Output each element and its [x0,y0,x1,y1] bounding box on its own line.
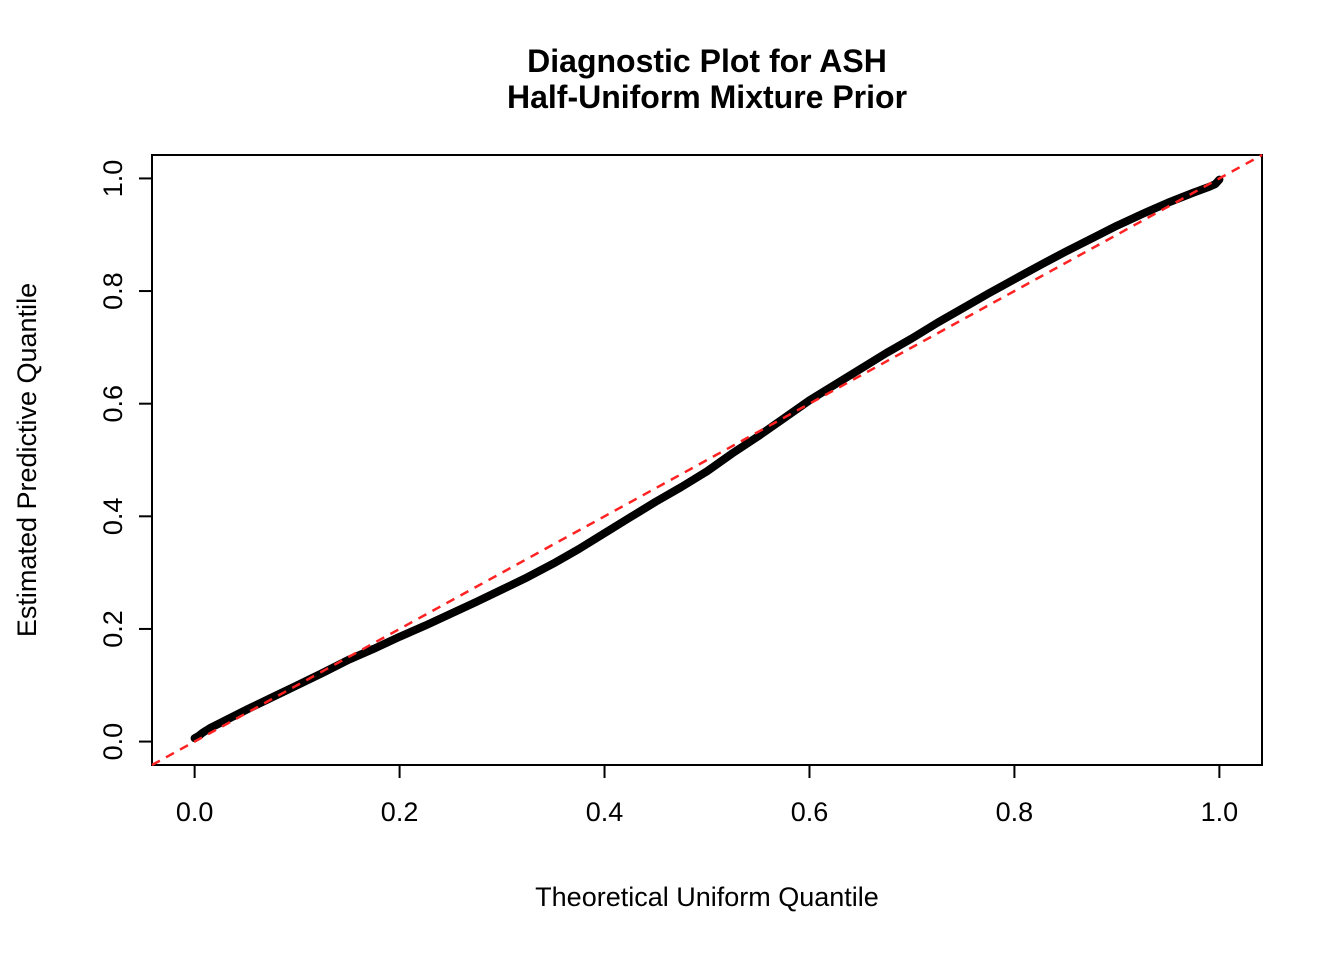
x-tick-label: 0.0 [176,797,214,827]
x-axis-label: Theoretical Uniform Quantile [535,882,879,912]
y-tick-label: 0.4 [98,498,128,536]
y-tick-label: 0.2 [98,610,128,648]
y-axis-label: Estimated Predictive Quantile [12,283,42,637]
y-tick-label: 0.8 [98,272,128,310]
x-tick-label: 0.4 [586,797,624,827]
x-tick-label: 1.0 [1201,797,1239,827]
y-tick-label: 0.6 [98,385,128,423]
plot-title-line1: Diagnostic Plot for ASH [527,43,887,79]
plot-title-line2: Half-Uniform Mixture Prior [507,79,907,115]
y-tick-label: 1.0 [98,160,128,198]
identity-reference-line [151,153,1263,767]
y-tick-label: 0.0 [98,723,128,761]
plot-layer: 0.0 0.2 0.4 0.6 0.8 1.0 0.0 0.2 0.4 0.6 0.8 1.0 [98,153,1263,827]
x-tick-label: 0.6 [791,797,829,827]
plot-box [151,154,1263,766]
x-tick-label: 0.2 [381,797,419,827]
x-tick-label: 0.8 [996,797,1034,827]
